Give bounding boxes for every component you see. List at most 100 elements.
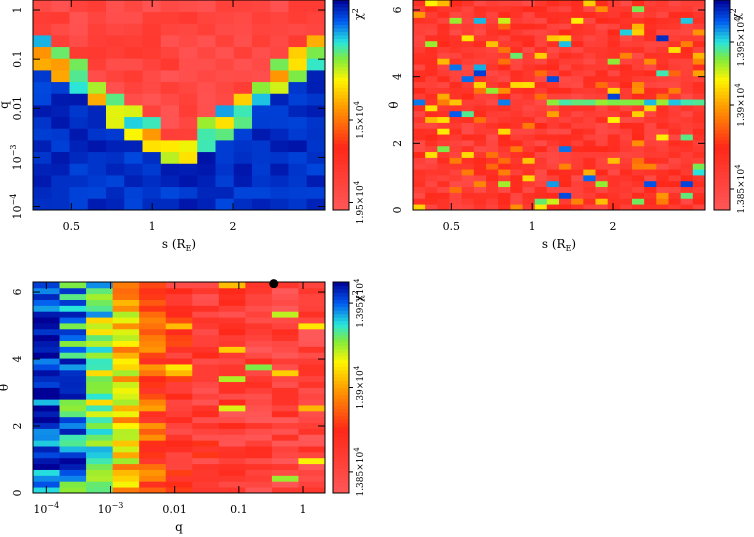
heatmap-cell bbox=[571, 180, 584, 188]
heatmap-cell bbox=[86, 457, 114, 465]
heatmap-cell bbox=[607, 52, 621, 59]
heatmap-cell bbox=[139, 393, 167, 400]
heatmap-cell bbox=[473, 140, 487, 147]
x-tick-label: 0.01 bbox=[162, 503, 187, 516]
heatmap-cell bbox=[298, 399, 326, 406]
heatmap-cell bbox=[461, 134, 475, 141]
colorbar-swatch bbox=[333, 338, 349, 343]
heatmap-cell bbox=[51, 186, 70, 199]
heatmap-cell bbox=[461, 116, 475, 123]
heatmap-cell bbox=[461, 169, 475, 176]
heatmap-cell bbox=[139, 282, 167, 289]
heatmap-cell bbox=[510, 122, 523, 129]
heatmap-cell bbox=[112, 346, 140, 353]
heatmap-cell bbox=[559, 5, 572, 13]
heatmap-cell bbox=[510, 75, 523, 83]
heatmap-cell bbox=[644, 180, 657, 188]
colorbar-swatch bbox=[714, 199, 730, 204]
heatmap-cell bbox=[461, 0, 475, 7]
heatmap-cell bbox=[192, 387, 220, 394]
y-tick-label: 4 bbox=[11, 356, 24, 363]
heatmap-cell bbox=[656, 58, 669, 65]
heatmap-cell bbox=[571, 122, 584, 129]
heatmap-cell bbox=[165, 317, 193, 324]
heatmap-cell bbox=[59, 481, 87, 488]
heatmap-cell bbox=[233, 198, 253, 211]
heatmap-cell bbox=[632, 35, 645, 42]
heatmap-cell bbox=[692, 5, 706, 13]
heatmap-cell bbox=[86, 446, 114, 453]
heatmap-cell bbox=[595, 110, 609, 118]
heatmap-cell bbox=[425, 140, 438, 147]
heatmap-cell bbox=[218, 346, 246, 353]
heatmap-cell bbox=[522, 70, 536, 77]
heatmap-cell bbox=[215, 11, 235, 24]
heatmap-cell bbox=[245, 375, 273, 383]
heatmap-cell bbox=[270, 116, 289, 129]
heatmap-cell bbox=[461, 186, 475, 193]
heatmap-cell bbox=[112, 410, 140, 418]
colorbar-swatch bbox=[333, 324, 349, 329]
heatmap-cell bbox=[425, 122, 438, 129]
heatmap-cell bbox=[87, 93, 107, 106]
heatmap-cell bbox=[245, 369, 273, 377]
heatmap-cell bbox=[413, 35, 426, 42]
heatmap-cell bbox=[142, 140, 162, 153]
colorbar-swatch bbox=[333, 401, 349, 406]
heatmap-cell bbox=[69, 105, 89, 118]
heatmap-cell bbox=[498, 75, 511, 83]
heatmap-cell bbox=[595, 116, 609, 123]
colorbar-swatch bbox=[333, 426, 349, 431]
heatmap-cell bbox=[112, 463, 140, 470]
heatmap-cell bbox=[33, 457, 60, 465]
heatmap-cell bbox=[165, 293, 193, 300]
best-fit-marker bbox=[269, 279, 279, 289]
heatmap-cell bbox=[69, 198, 89, 211]
heatmap-cell bbox=[461, 40, 475, 48]
heatmap-cell bbox=[139, 334, 167, 342]
heatmap-cell bbox=[33, 440, 60, 447]
heatmap-cell bbox=[139, 440, 167, 447]
heatmap-cell bbox=[270, 175, 289, 188]
heatmap-cell bbox=[139, 299, 167, 306]
heatmap-cell bbox=[245, 451, 273, 459]
heatmap-cell bbox=[546, 11, 560, 18]
heatmap-cell bbox=[245, 399, 273, 406]
heatmap-cell bbox=[139, 387, 167, 394]
heatmap-cell bbox=[33, 481, 60, 488]
heatmap-cell bbox=[595, 29, 609, 36]
heatmap-cell bbox=[486, 29, 499, 36]
heatmap-cell bbox=[112, 434, 140, 441]
heatmap-cell bbox=[486, 169, 499, 176]
colorbar-swatch bbox=[333, 136, 349, 141]
heatmap-cell bbox=[59, 346, 87, 353]
heatmap-cell bbox=[197, 0, 216, 13]
heatmap-cell bbox=[692, 163, 706, 170]
heatmap-cell bbox=[142, 11, 162, 24]
heatmap-cell bbox=[486, 70, 499, 77]
heatmap-cell bbox=[437, 145, 450, 153]
heatmap-cell bbox=[288, 140, 308, 153]
heatmap-cell bbox=[192, 334, 220, 342]
heatmap-cell bbox=[680, 81, 694, 88]
heatmap-cell bbox=[668, 198, 682, 205]
heatmap-cell bbox=[165, 328, 193, 336]
heatmap-cell bbox=[139, 446, 167, 453]
heatmap-cell bbox=[160, 70, 180, 83]
colorbar-title: χ2 bbox=[351, 290, 365, 302]
heatmap-cell bbox=[522, 157, 536, 164]
heatmap-cell bbox=[571, 0, 584, 7]
colorbar-frame bbox=[332, 0, 350, 211]
y-axis-label: q bbox=[0, 101, 11, 109]
heatmap-cell bbox=[86, 352, 114, 359]
heatmap-cell bbox=[486, 0, 499, 7]
heatmap-cell bbox=[413, 70, 426, 77]
heatmap-cell bbox=[473, 58, 487, 65]
colorbar-swatch bbox=[333, 140, 349, 144]
heatmap-cell bbox=[546, 40, 560, 48]
heatmap-cell bbox=[510, 0, 523, 7]
heatmap-cell bbox=[87, 11, 107, 24]
heatmap-cell bbox=[165, 475, 193, 482]
heatmap-cell bbox=[245, 358, 273, 365]
